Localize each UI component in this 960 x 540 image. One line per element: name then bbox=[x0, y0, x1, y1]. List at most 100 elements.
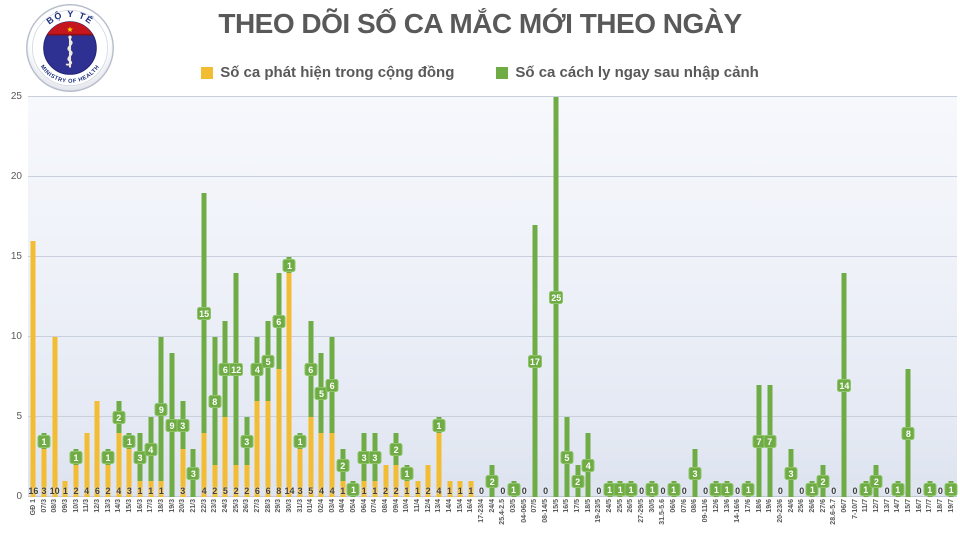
bar-stack bbox=[62, 481, 68, 497]
x-axis-label: 12/4 bbox=[424, 499, 432, 513]
community-value-label: 0 bbox=[479, 486, 485, 496]
bar-community-segment bbox=[436, 433, 442, 497]
x-axis-label: 17/5 bbox=[574, 499, 582, 513]
legend-swatch-imported bbox=[496, 66, 509, 79]
community-value-label: 3 bbox=[297, 486, 303, 496]
imported-value-badge: 8 bbox=[901, 427, 915, 440]
x-axis-tick: 13/3 bbox=[103, 499, 114, 539]
bar-column: 0 bbox=[498, 97, 509, 497]
x-axis-label: 15/4 bbox=[456, 499, 464, 513]
plot-area: 16 1 3 10 1 1 2 4 6 1 2 2 4 1 3 3 1 4 1 9 1 9 3 3 3 15 4 8 2 6 5 12 2 3 2 4… bbox=[28, 96, 958, 497]
bar-community-segment bbox=[318, 433, 324, 497]
x-axis-tick: 30/5 bbox=[647, 499, 658, 539]
bar-column: 1 bbox=[346, 97, 360, 497]
x-axis-label: 31/3 bbox=[296, 499, 304, 513]
bar-community-segment bbox=[468, 481, 474, 497]
x-axis-tick: 12/6 bbox=[711, 499, 722, 539]
x-axis-tick: 16/3 bbox=[135, 499, 146, 539]
y-axis-tick-0: 0 bbox=[16, 491, 22, 502]
bar-stack bbox=[244, 417, 250, 497]
bar-column: 0 bbox=[636, 97, 647, 497]
bar-column: 2 bbox=[380, 97, 391, 497]
bar-community-segment bbox=[329, 433, 335, 497]
bar-community-segment bbox=[180, 449, 186, 497]
x-axis-tick: 07/6 bbox=[679, 499, 690, 539]
bar-column: 1 bbox=[455, 97, 466, 497]
imported-value-badge: 1 bbox=[282, 259, 296, 272]
bar-column: 25 bbox=[549, 97, 564, 497]
imported-value-badge: 1 bbox=[859, 483, 873, 496]
x-axis-label: 11/4 bbox=[414, 499, 422, 513]
bar-column: 10 bbox=[49, 97, 60, 497]
y-axis-tick-25: 25 bbox=[10, 91, 22, 102]
x-axis-label: 29/3 bbox=[275, 499, 283, 513]
community-value-label: 0 bbox=[884, 486, 890, 496]
bar-column: 0 bbox=[935, 97, 946, 497]
imported-value-badge: 2 bbox=[485, 475, 499, 488]
x-axis-label: 25/6 bbox=[798, 499, 806, 513]
x-axis-tick: 22/3 bbox=[199, 499, 210, 539]
x-axis-label: 26/6 bbox=[808, 499, 816, 513]
x-axis-tick: 29/3 bbox=[273, 499, 284, 539]
x-axis-tick: 18/7 bbox=[935, 499, 946, 539]
x-axis-label: 24/3 bbox=[221, 499, 229, 513]
bar-stack bbox=[329, 337, 335, 497]
x-axis-tick: 26/6 bbox=[807, 499, 818, 539]
x-axis-tick: 11/3 bbox=[81, 499, 92, 539]
x-axis-tick: 15/4 bbox=[455, 499, 466, 539]
community-value-label: 2 bbox=[382, 486, 389, 496]
bar-column: 0 bbox=[679, 97, 690, 497]
x-axis-label: 03/4 bbox=[328, 499, 336, 513]
x-axis-label: 28.6-5.7 bbox=[830, 499, 838, 525]
gridline-25 bbox=[28, 96, 957, 97]
imported-value-badge: 25 bbox=[549, 291, 564, 304]
bar-stack bbox=[233, 273, 239, 497]
x-axis-label: 06/7 bbox=[840, 499, 848, 513]
x-axis-tick: 20-23/6 bbox=[775, 499, 786, 539]
bar-column: 2 bbox=[816, 97, 830, 497]
bar-community-segment bbox=[265, 401, 271, 497]
bar-stack bbox=[286, 257, 292, 497]
bar-column: 4 bbox=[581, 97, 595, 497]
community-value-label: 1 bbox=[468, 486, 474, 496]
bar-column: 3 bbox=[784, 97, 798, 497]
x-axis-label: 18/5 bbox=[584, 499, 592, 513]
x-axis-label: 16/7 bbox=[915, 499, 923, 513]
moh-logo: ★ BỘ Y TẾ MINISTRY OF HEALTH bbox=[26, 4, 114, 92]
x-axis-tick: 17/5 bbox=[572, 499, 583, 539]
x-axis-tick: 15/7 bbox=[903, 499, 914, 539]
imported-value-badge: 6 bbox=[304, 363, 318, 376]
imported-value-badge: 5 bbox=[261, 355, 275, 368]
x-axis-label: GĐ 1 bbox=[29, 499, 37, 516]
imported-value-badge: 2 bbox=[571, 475, 585, 488]
bar-column: 1 bbox=[923, 97, 937, 497]
x-axis-tick: 23/3 bbox=[209, 499, 220, 539]
x-axis-label: 11/7 bbox=[862, 499, 870, 513]
x-axis-tick: 15/5 bbox=[551, 499, 562, 539]
y-axis-tick-15: 15 bbox=[10, 251, 22, 262]
x-axis-label: 21/3 bbox=[189, 499, 197, 513]
x-axis-label: 15/7 bbox=[904, 499, 912, 513]
community-value-label: 3 bbox=[41, 486, 47, 496]
community-value-label: 2 bbox=[233, 486, 239, 496]
x-axis-tick: 12/3 bbox=[92, 499, 103, 539]
community-value-label: 0 bbox=[681, 486, 687, 496]
bar-community-segment bbox=[201, 433, 207, 497]
x-axis-tick: 31/3 bbox=[295, 499, 306, 539]
x-axis-tick: 13/4 bbox=[434, 499, 445, 539]
bar-community-segment bbox=[425, 465, 431, 497]
x-axis-tick: 14/4 bbox=[444, 499, 455, 539]
x-axis-tick: 31.5-5.6 bbox=[658, 499, 669, 539]
x-axis-tick: 17/7 bbox=[924, 499, 935, 539]
community-value-label: 4 bbox=[436, 486, 442, 496]
x-axis-label: 07/3 bbox=[40, 499, 48, 513]
imported-value-badge: 2 bbox=[389, 443, 403, 456]
x-axis-tick: 14-16/6 bbox=[732, 499, 743, 539]
bar-community-segment bbox=[148, 481, 154, 497]
bar-community-segment bbox=[297, 449, 303, 497]
bar-column: 0 bbox=[796, 97, 807, 497]
imported-value-badge: 1 bbox=[891, 483, 905, 496]
bar-community-segment bbox=[244, 465, 250, 497]
